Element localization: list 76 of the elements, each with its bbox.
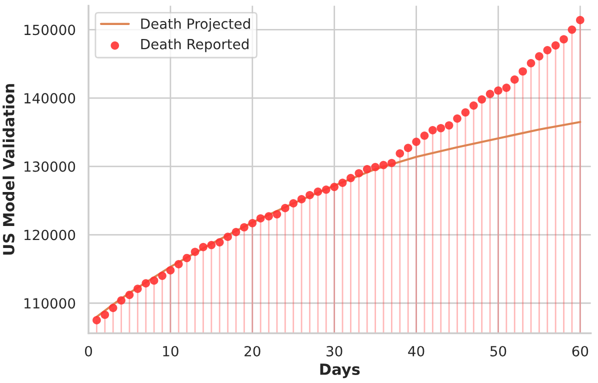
point — [199, 242, 208, 252]
point — [371, 162, 380, 172]
x-tick-label: 40 — [408, 346, 424, 356]
legend-label: Death Projected — [141, 18, 250, 32]
point — [100, 310, 110, 319]
point — [338, 178, 347, 187]
point — [404, 144, 412, 152]
point — [518, 67, 527, 76]
y-axis-title: US Model Validation — [2, 84, 14, 255]
x-tick-label: 20 — [244, 346, 260, 356]
point — [436, 124, 446, 132]
x-axis-title: Days — [320, 364, 360, 378]
y-tick-label: 130000 — [24, 161, 76, 172]
point — [469, 101, 478, 110]
point — [232, 228, 240, 236]
legend-label: Death Reported — [141, 38, 248, 52]
point — [388, 158, 396, 168]
point — [297, 195, 306, 204]
y-tick-label: 110000 — [24, 298, 76, 309]
point — [560, 35, 568, 44]
point — [248, 218, 257, 228]
point — [526, 59, 536, 68]
point — [346, 174, 355, 182]
point — [142, 279, 150, 288]
point — [224, 232, 232, 241]
point — [494, 86, 502, 95]
point — [412, 138, 420, 146]
point — [322, 185, 330, 194]
point — [215, 238, 224, 246]
point — [461, 108, 470, 117]
point — [281, 204, 290, 212]
x-tick-label: 30 — [326, 346, 342, 356]
point — [117, 296, 126, 305]
point — [444, 121, 454, 130]
point — [240, 223, 248, 232]
point — [207, 240, 216, 250]
point — [92, 316, 101, 324]
point — [568, 26, 576, 34]
x-tick-label: 10 — [163, 346, 178, 356]
point — [330, 182, 339, 192]
x-tick-label: 0 — [85, 346, 92, 356]
point — [576, 16, 584, 24]
point — [535, 52, 544, 60]
point — [379, 160, 388, 170]
point — [256, 214, 265, 223]
point — [190, 248, 200, 256]
point — [264, 212, 273, 220]
point — [510, 75, 519, 84]
y-tick-label: 140000 — [24, 93, 76, 104]
point — [428, 126, 437, 134]
point — [502, 84, 511, 92]
point — [306, 190, 314, 200]
point — [182, 254, 192, 262]
point — [486, 90, 494, 98]
point — [134, 284, 142, 293]
point — [551, 41, 560, 50]
x-tick-label: 60 — [572, 346, 588, 356]
y-tick-label: 120000 — [24, 230, 76, 240]
point — [362, 164, 372, 174]
point — [289, 199, 298, 208]
point — [543, 46, 552, 54]
point — [396, 149, 404, 158]
x-tick-label: 50 — [490, 346, 506, 356]
point — [125, 290, 134, 300]
point — [150, 276, 158, 285]
point — [166, 266, 175, 274]
y-tick-label: 150000 — [24, 24, 76, 36]
point — [354, 169, 364, 178]
point — [314, 188, 322, 196]
point — [174, 260, 183, 268]
point — [420, 131, 429, 140]
point — [108, 304, 118, 312]
point — [272, 210, 282, 218]
point — [158, 272, 166, 280]
point — [478, 95, 486, 104]
point — [453, 114, 462, 123]
